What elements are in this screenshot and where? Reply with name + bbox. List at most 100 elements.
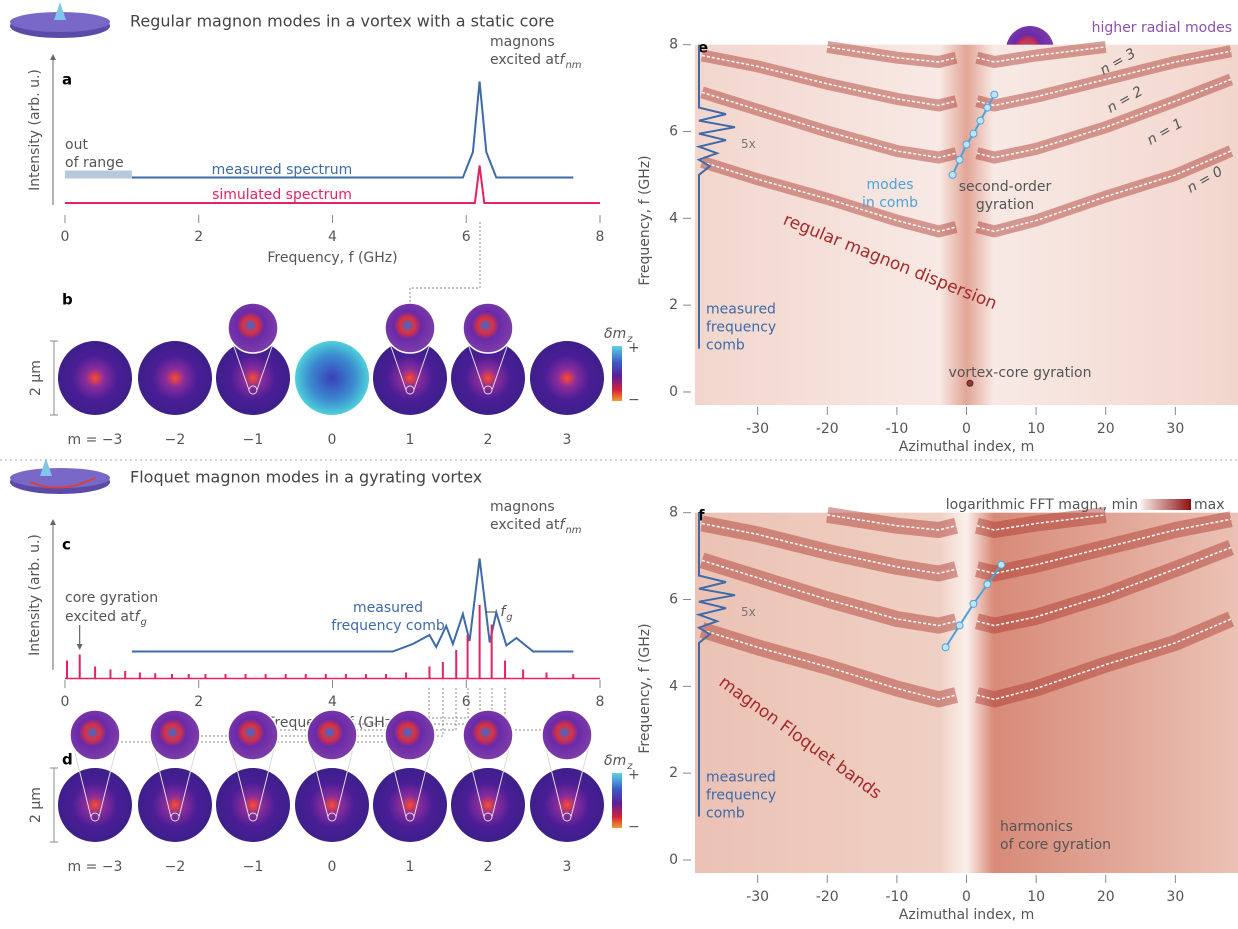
annotation: second-order: [959, 179, 1052, 195]
series-label: measured spectrum: [212, 162, 353, 178]
colorbar-label: max: [1194, 497, 1225, 513]
comb-mode: [970, 600, 977, 607]
mode-profile: [295, 768, 369, 842]
x-tick-label: -10: [885, 889, 908, 905]
comb-mode: [998, 561, 1005, 568]
scale-bar: [50, 341, 58, 415]
x-tick-label: 6: [462, 694, 471, 710]
comb-label: in comb: [862, 195, 918, 211]
mode-label: 3: [563, 432, 572, 448]
x-tick-label: -30: [746, 889, 769, 905]
x-tick-label: 0: [962, 889, 971, 905]
mode-inset: [463, 710, 513, 760]
mode-inset: [542, 710, 592, 760]
colorbar-title-symbol: δm: [604, 753, 626, 769]
comb-label: modes: [867, 177, 914, 193]
x-tick-label: 8: [596, 229, 605, 245]
mode-label: 0: [328, 859, 337, 875]
y-tick-label: 0: [669, 852, 678, 868]
mode-profile: [373, 768, 447, 842]
y-tick-label: 4: [669, 678, 678, 694]
out-of-range-label: of range: [65, 155, 124, 171]
mode-profile: [138, 768, 212, 842]
page: Regular magnon modes in a vortex with a …: [0, 0, 1238, 925]
x-tick-label: 8: [596, 694, 605, 710]
mode-inset: [150, 710, 200, 760]
icon: [40, 458, 52, 476]
x-tick-label: 20: [1097, 889, 1115, 905]
x-axis-label: Azimuthal index, m: [899, 907, 1034, 923]
mode-profile: [138, 341, 212, 415]
comb-label: comb: [706, 337, 745, 353]
y-tick-label: 0: [669, 384, 678, 400]
y-tick-label: 8: [669, 37, 678, 53]
y-tick-label: 8: [669, 505, 678, 521]
annotation: vortex-core gyration: [949, 365, 1092, 381]
colorbar-label: +: [628, 340, 640, 356]
heatmap: [695, 513, 1238, 873]
colorbar-label: logarithmic FFT magn., min: [946, 497, 1138, 513]
scale-label: 2 µm: [28, 787, 44, 823]
x-tick-label: 2: [194, 229, 203, 245]
annotation: magnons: [490, 34, 555, 50]
colorbar: [612, 346, 622, 401]
magnification: 5x: [741, 137, 756, 151]
colorbar: [612, 773, 622, 828]
out-of-range-label: out: [65, 137, 88, 153]
panel-letter: d: [62, 751, 73, 769]
comb-mode: [963, 141, 970, 148]
mode-inset: [228, 303, 278, 353]
y-tick-label: 4: [669, 210, 678, 226]
mode-label: −1: [243, 432, 264, 448]
mode-inset: [385, 710, 435, 760]
annotation: harmonics: [1000, 819, 1073, 835]
x-tick-label: 0: [962, 421, 971, 437]
mode-profile: [451, 768, 525, 842]
mode-profile: [58, 341, 132, 415]
comb-label: measured: [706, 301, 776, 317]
x-tick-label: 20: [1097, 421, 1115, 437]
comb-mode: [942, 644, 949, 651]
x-axis-label: Frequency, f (GHz): [267, 250, 397, 266]
panel-letter: b: [62, 291, 73, 309]
y-axis-label: Intensity (arb. u.): [27, 534, 43, 656]
comb-mode: [956, 156, 963, 163]
mode-label: 2: [484, 432, 493, 448]
mode-inset: [463, 303, 513, 353]
mode-label: −1: [243, 859, 264, 875]
colorbar-label: +: [628, 767, 640, 783]
mode-inset: [70, 710, 120, 760]
series-label: frequency comb: [331, 618, 445, 634]
colorbar-title-symbol: δm: [604, 326, 626, 342]
mode-label: 1: [406, 859, 415, 875]
x-tick-label: 6: [462, 229, 471, 245]
mode-label: m = −3: [68, 432, 123, 448]
annotation-subscript: g: [506, 612, 512, 623]
series-label: simulated spectrum: [212, 187, 352, 203]
mode-label: −2: [165, 859, 186, 875]
annotation: of core gyration: [1000, 837, 1111, 853]
mode-profile: [530, 768, 604, 842]
annotation-subscript: g: [140, 617, 146, 628]
out-of-range: [65, 171, 132, 179]
comb-mode: [991, 91, 998, 98]
mode-label: 1: [406, 432, 415, 448]
y-axis-label: Frequency, f (GHz): [637, 155, 653, 285]
annotation: magnons: [490, 499, 555, 515]
mode-profile: [295, 341, 369, 415]
y-tick-label: 2: [669, 297, 678, 313]
comb-mode: [984, 581, 991, 588]
x-tick-label: -20: [816, 889, 839, 905]
colorbar-label: −: [628, 392, 640, 408]
annotation: core gyration: [65, 590, 158, 606]
annotation: excited at: [490, 517, 560, 533]
mode-inset: [385, 303, 435, 353]
comb-mode: [956, 622, 963, 629]
icon: [54, 2, 66, 20]
comb-mode: [984, 104, 991, 111]
x-tick-label: 10: [1027, 889, 1045, 905]
mode-inset: [307, 710, 357, 760]
x-tick-label: -10: [885, 421, 908, 437]
mode-inset: [228, 710, 278, 760]
x-tick-label: -30: [746, 421, 769, 437]
